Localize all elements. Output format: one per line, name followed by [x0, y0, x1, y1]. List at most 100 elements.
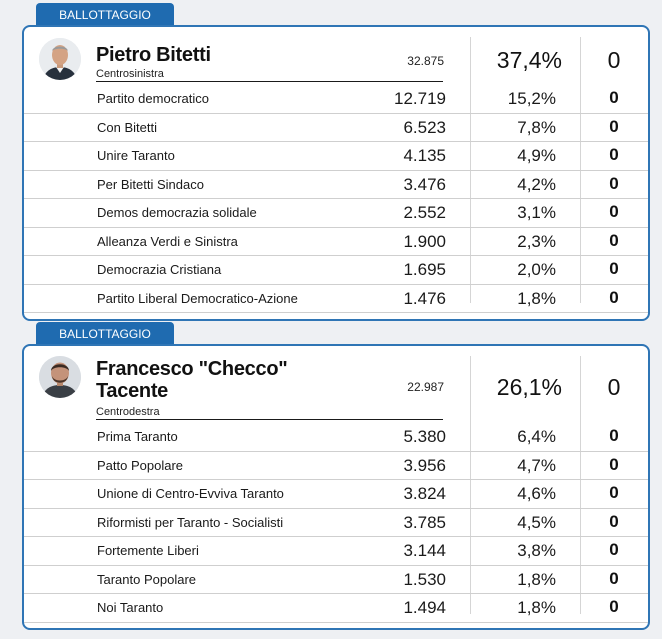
list-percentage: 3,1% — [517, 203, 556, 222]
list-row: Unire Taranto 4.135 4,9% 0 — [24, 142, 648, 171]
list-seats: 0 — [609, 540, 619, 559]
candidate-card: Pietro Bitetti Centrosinistra 32.875 37,… — [22, 25, 650, 321]
list-row: Fortemente Liberi 3.144 3,8% 0 — [24, 537, 648, 566]
list-votes: 1.494 — [403, 598, 446, 617]
candidate-seats: 0 — [607, 47, 621, 73]
list-seats: 0 — [609, 230, 619, 250]
candidate-header: Francesco "Checco" Tacente Centrodestra … — [24, 346, 648, 420]
list-votes: 12.719 — [394, 89, 446, 108]
list-percentage: 1,8% — [517, 598, 556, 617]
list-row: Unione di Centro-Evviva Taranto 3.824 4,6%… — [24, 480, 648, 509]
list-votes: 3.956 — [403, 455, 446, 475]
list-votes: 4.135 — [403, 146, 446, 165]
list-row: Alleanza Verdi e Sinistra 1.900 2,3% 0 — [24, 228, 648, 256]
list-row: Riformisti per Taranto - Socialisti 3.785… — [24, 509, 648, 537]
list-row: Patto Popolare 3.956 4,7% 0 — [24, 452, 648, 480]
list-seats: 0 — [609, 88, 619, 107]
list-row: Partito Liberal Democratico-Azione 1.476 1… — [24, 285, 648, 313]
column-divider — [470, 356, 471, 614]
candidate-avatar — [39, 356, 81, 398]
list-percentage: 1,8% — [517, 569, 556, 589]
list-votes: 2.552 — [403, 203, 446, 222]
candidate-photo-icon — [39, 38, 81, 80]
ballottaggio-tag: BALLOTTAGGIO — [36, 322, 174, 346]
list-row: Con Bitetti 6.523 7,8% 0 — [24, 114, 648, 142]
list-row: Per Bitetti Sindaco 3.476 4,2% 0 — [24, 171, 648, 199]
list-name: Patto Popolare — [97, 457, 184, 473]
list-seats: 0 — [609, 454, 619, 474]
list-seats: 0 — [609, 287, 619, 307]
list-seats: 0 — [609, 426, 619, 445]
list-name: Partito Liberal Democratico-Azione — [97, 290, 298, 306]
lists-table: Prima Taranto 5.380 6,4% 0 Patto Popolare 3.… — [24, 423, 648, 623]
candidate-coalition: Centrosinistra — [96, 68, 164, 80]
list-percentage: 2,3% — [517, 231, 556, 251]
list-name: Democrazia Cristiana — [97, 262, 222, 277]
list-seats: 0 — [609, 259, 619, 278]
list-seats: 0 — [609, 483, 619, 502]
list-name: Fortemente Liberi — [97, 543, 199, 558]
list-votes: 1.900 — [403, 231, 446, 251]
lists-table: Partito democratico 12.719 15,2% 0 Con Bite… — [24, 85, 648, 313]
list-votes: 3.144 — [403, 541, 446, 560]
list-name: Noi Taranto — [97, 600, 164, 615]
list-votes: 6.523 — [403, 117, 446, 137]
list-votes: 3.785 — [403, 512, 446, 532]
list-row: Demos democrazia solidale 2.552 3,1% 0 — [24, 199, 648, 228]
candidate-header: Pietro Bitetti Centrosinistra 32.875 37,… — [24, 27, 648, 82]
list-name: Con Bitetti — [97, 119, 157, 135]
list-votes: 3.824 — [403, 484, 446, 503]
column-divider — [580, 356, 581, 614]
list-votes: 1.695 — [403, 260, 446, 279]
list-percentage: 7,8% — [517, 117, 556, 137]
candidate-coalition: Centrodestra — [96, 406, 160, 418]
candidate-photo-icon — [39, 356, 81, 398]
list-percentage: 4,5% — [517, 512, 556, 532]
list-percentage: 1,8% — [517, 288, 556, 308]
candidate-percentage: 26,1% — [496, 374, 562, 400]
list-seats: 0 — [609, 116, 619, 136]
candidate-percentage: 37,4% — [496, 47, 562, 73]
list-seats: 0 — [609, 511, 619, 531]
candidate-votes: 22.987 — [407, 380, 444, 394]
list-name: Demos democrazia solidale — [97, 205, 257, 220]
list-row: Democrazia Cristiana 1.695 2,0% 0 — [24, 256, 648, 285]
list-row: Prima Taranto 5.380 6,4% 0 — [24, 423, 648, 452]
header-divider — [96, 81, 443, 82]
candidate-name: Francesco "Checco" Tacente — [96, 358, 288, 402]
list-votes: 5.380 — [403, 427, 446, 446]
list-percentage: 4,7% — [517, 455, 556, 475]
list-percentage: 4,9% — [517, 146, 556, 165]
list-name: Unire Taranto — [97, 148, 175, 163]
list-percentage: 4,6% — [517, 484, 556, 503]
list-votes: 1.476 — [403, 288, 446, 308]
list-name: Taranto Popolare — [97, 571, 197, 587]
list-seats: 0 — [609, 202, 619, 221]
list-votes: 1.530 — [403, 569, 446, 589]
list-percentage: 4,2% — [517, 174, 556, 194]
list-seats: 0 — [609, 173, 619, 193]
list-row: Taranto Popolare 1.530 1,8% 0 — [24, 566, 648, 594]
ballottaggio-tag: BALLOTTAGGIO — [36, 3, 174, 27]
candidate-seats: 0 — [607, 374, 621, 400]
list-name: Alleanza Verdi e Sinistra — [97, 233, 238, 249]
list-seats: 0 — [609, 597, 619, 616]
list-name: Unione di Centro-Evviva Taranto — [97, 486, 284, 501]
list-percentage: 3,8% — [517, 541, 556, 560]
list-votes: 3.476 — [403, 174, 446, 194]
list-row: Noi Taranto 1.494 1,8% 0 — [24, 594, 648, 623]
candidate-votes: 32.875 — [407, 54, 444, 68]
list-seats: 0 — [609, 145, 619, 164]
list-percentage: 2,0% — [517, 260, 556, 279]
list-row: Partito democratico 12.719 15,2% 0 — [24, 85, 648, 114]
list-name: Partito democratico — [97, 91, 209, 106]
list-percentage: 6,4% — [517, 427, 556, 446]
list-name: Riformisti per Taranto - Socialisti — [97, 514, 284, 530]
list-seats: 0 — [609, 568, 619, 588]
candidate-card: Francesco "Checco" Tacente Centrodestra … — [22, 344, 650, 630]
list-name: Per Bitetti Sindaco — [97, 176, 204, 192]
list-name: Prima Taranto — [97, 429, 178, 444]
candidate-avatar — [39, 38, 81, 80]
header-divider — [96, 419, 443, 420]
list-percentage: 15,2% — [507, 89, 556, 108]
